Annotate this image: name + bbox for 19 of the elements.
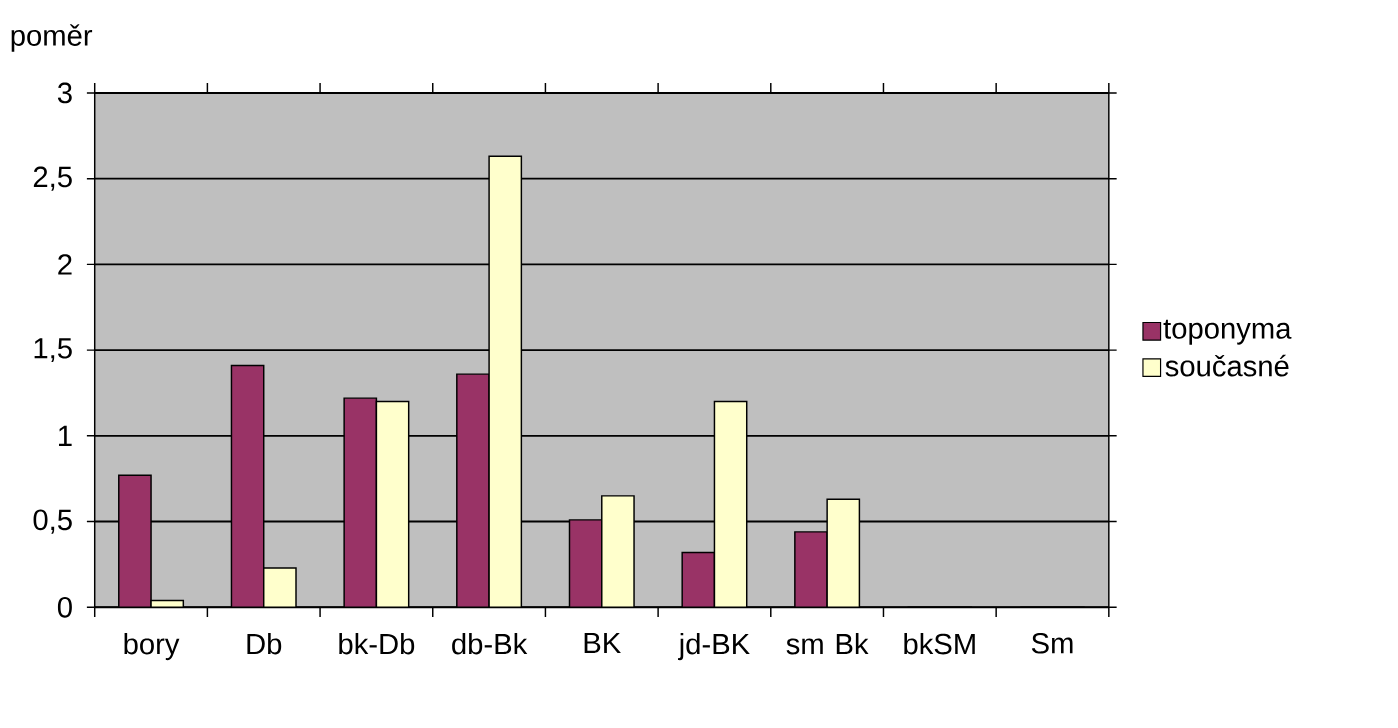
x-tick-label: bkSM <box>904 633 975 655</box>
x-tick-label: bory <box>124 633 180 661</box>
x-tick-label: db-Bk <box>452 633 528 655</box>
y-tick-label: 2 <box>58 254 72 275</box>
y-tick-label: 3 <box>57 82 72 104</box>
x-tick-label: Db <box>247 633 282 655</box>
legend-label: současné <box>1165 354 1289 377</box>
x-tick-label: Sm <box>1031 633 1073 654</box>
x-tick-label: jd-BK <box>677 633 750 661</box>
x-tick-label: sm Bk <box>786 633 869 655</box>
x-tick-label: BK <box>584 633 621 654</box>
y-tick-label: 2,5 <box>33 166 72 191</box>
x-tick-label: bk-Db <box>339 633 415 655</box>
y-tick-label: 0 <box>57 597 72 618</box>
y-tick-label: 1,5 <box>34 338 72 363</box>
y-tick-label: 0,5 <box>33 509 72 534</box>
legend-label: toponyma <box>1163 319 1292 345</box>
y-tick-label: 1 <box>59 425 72 447</box>
y-axis-title: poměr <box>11 24 93 52</box>
